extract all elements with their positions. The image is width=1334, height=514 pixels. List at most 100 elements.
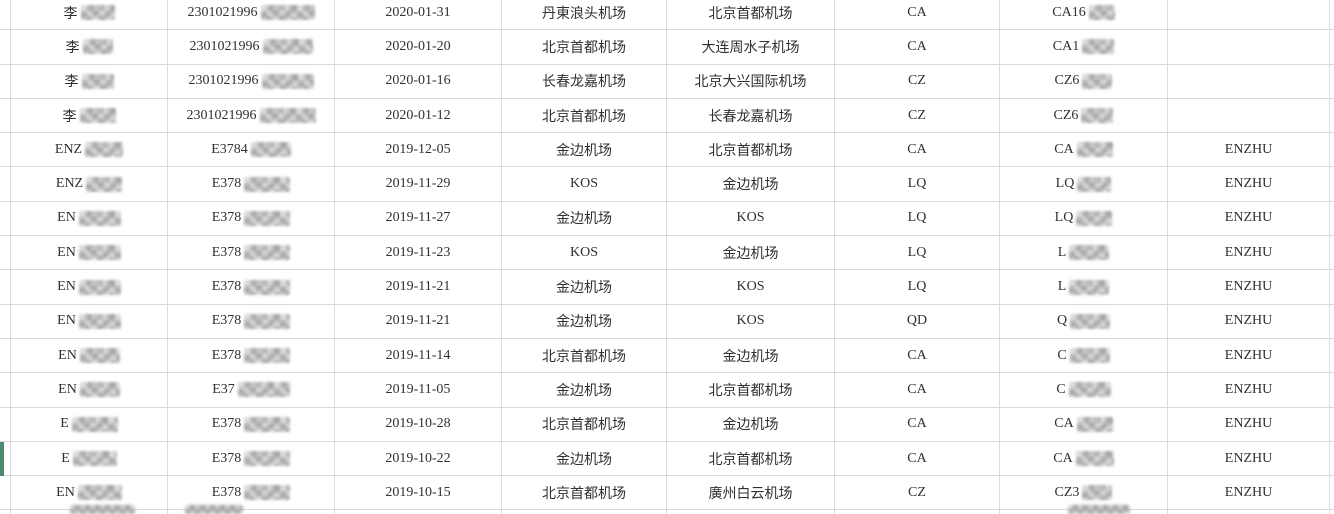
cell-arrival-airport[interactable]: 大连周水子机场 xyxy=(667,30,835,64)
cell-departure-airport[interactable]: 金边机场 xyxy=(502,373,667,407)
cell-carrier-code[interactable]: CA xyxy=(835,30,1000,64)
cell-departure-airport[interactable] xyxy=(502,510,667,514)
cell-passenger-name[interactable]: EN xyxy=(10,338,168,373)
cell-passenger-tag[interactable] xyxy=(1168,0,1330,30)
cell-document-id[interactable]: E378 xyxy=(168,304,335,338)
cell-passenger-tag[interactable]: ENZHU xyxy=(1168,270,1330,304)
cell-flight-date[interactable]: 2019-10-22 xyxy=(335,441,502,476)
cell-passenger-tag[interactable]: ENZHU xyxy=(1168,304,1330,338)
cell-carrier-code[interactable]: QD xyxy=(835,304,1000,338)
cell-carrier-code[interactable]: LQ xyxy=(835,270,1000,304)
cell-passenger-tag[interactable]: ENZHU xyxy=(1168,167,1330,201)
cell-departure-airport[interactable]: 金边机场 xyxy=(502,133,667,167)
cell-flight-date[interactable]: 2019-11-23 xyxy=(335,236,502,270)
cell-arrival-airport[interactable]: 北京首都机场 xyxy=(667,0,835,30)
cell-departure-airport[interactable]: 金边机场 xyxy=(502,270,667,304)
cell-passenger-name[interactable]: ENZ xyxy=(10,167,168,201)
cell-departure-airport[interactable]: KOS xyxy=(502,236,667,270)
cell-flight-number[interactable]: CA1 xyxy=(1000,30,1168,64)
cell-arrival-airport[interactable]: KOS xyxy=(667,270,835,304)
cell-document-id[interactable]: 2301021996 xyxy=(168,30,335,64)
cell-arrival-airport[interactable]: 北京首都机场 xyxy=(667,133,835,167)
cell-document-id[interactable]: E378 xyxy=(168,201,335,236)
cell-flight-date[interactable]: 2019-11-05 xyxy=(335,373,502,407)
cell-carrier-code[interactable]: CZ xyxy=(835,98,1000,133)
cell-arrival-airport[interactable]: 金边机场 xyxy=(667,167,835,201)
cell-departure-airport[interactable]: KOS xyxy=(502,167,667,201)
cell-passenger-name[interactable]: 李 xyxy=(10,0,168,30)
cell-departure-airport[interactable]: 北京首都机场 xyxy=(502,98,667,133)
cell-passenger-tag[interactable]: ENZHU xyxy=(1168,373,1330,407)
cell-departure-airport[interactable]: 北京首都机场 xyxy=(502,338,667,373)
cell-passenger-name[interactable]: ENZ xyxy=(10,133,168,167)
cell-passenger-tag[interactable]: ENZHU xyxy=(1168,133,1330,167)
cell-carrier-code[interactable]: CZ xyxy=(835,64,1000,98)
cell-flight-number[interactable]: Q xyxy=(1000,304,1168,338)
cell-arrival-airport[interactable]: 金边机场 xyxy=(667,338,835,373)
cell-arrival-airport[interactable]: 金边机场 xyxy=(667,407,835,441)
cell-arrival-airport[interactable]: 金边机场 xyxy=(667,236,835,270)
cell-flight-date[interactable]: 2019-11-21 xyxy=(335,304,502,338)
cell-departure-airport[interactable]: 北京首都机场 xyxy=(502,476,667,510)
cell-departure-airport[interactable]: 金边机场 xyxy=(502,441,667,476)
cell-flight-date[interactable]: 2019-10-15 xyxy=(335,476,502,510)
cell-departure-airport[interactable]: 长春龙嘉机场 xyxy=(502,64,667,98)
cell-carrier-code[interactable]: LQ xyxy=(835,236,1000,270)
cell-arrival-airport[interactable]: 北京大兴国际机场 xyxy=(667,64,835,98)
cell-flight-number[interactable]: CZ6 xyxy=(1000,64,1168,98)
cell-passenger-name[interactable]: EN xyxy=(10,270,168,304)
cell-passenger-tag[interactable] xyxy=(1168,30,1330,64)
cell-carrier-code[interactable]: CA xyxy=(835,373,1000,407)
cell-flight-number[interactable]: CZ6 xyxy=(1000,98,1168,133)
cell-passenger-name[interactable] xyxy=(10,510,168,514)
cell-arrival-airport[interactable]: 北京首都机场 xyxy=(667,373,835,407)
cell-passenger-name[interactable]: EN xyxy=(10,201,168,236)
cell-flight-date[interactable] xyxy=(335,510,502,514)
cell-passenger-name[interactable]: EN xyxy=(10,236,168,270)
cell-flight-number[interactable]: CA16 xyxy=(1000,0,1168,30)
cell-passenger-name[interactable]: EN xyxy=(10,476,168,510)
cell-flight-date[interactable]: 2019-11-21 xyxy=(335,270,502,304)
cell-document-id[interactable]: E378 xyxy=(168,407,335,441)
cell-flight-number[interactable]: CA xyxy=(1000,133,1168,167)
cell-flight-date[interactable]: 2019-12-05 xyxy=(335,133,502,167)
cell-passenger-tag[interactable]: ENZHU xyxy=(1168,407,1330,441)
cell-flight-date[interactable]: 2019-10-28 xyxy=(335,407,502,441)
cell-document-id[interactable]: 2301021996 xyxy=(168,64,335,98)
cell-carrier-code[interactable]: CA xyxy=(835,441,1000,476)
cell-document-id[interactable]: E378 xyxy=(168,441,335,476)
cell-departure-airport[interactable]: 北京首都机场 xyxy=(502,407,667,441)
cell-departure-airport[interactable]: 丹東浪头机场 xyxy=(502,0,667,30)
cell-flight-number[interactable]: C xyxy=(1000,373,1168,407)
cell-passenger-name[interactable]: 李 xyxy=(10,64,168,98)
cell-flight-date[interactable]: 2020-01-12 xyxy=(335,98,502,133)
cell-document-id[interactable]: 2301021996 xyxy=(168,98,335,133)
cell-carrier-code[interactable]: LQ xyxy=(835,201,1000,236)
cell-flight-number[interactable]: L xyxy=(1000,270,1168,304)
cell-flight-date[interactable]: 2020-01-20 xyxy=(335,30,502,64)
cell-flight-number[interactable]: L xyxy=(1000,236,1168,270)
cell-carrier-code[interactable]: LQ xyxy=(835,167,1000,201)
cell-document-id[interactable]: E3784 xyxy=(168,133,335,167)
cell-departure-airport[interactable]: 金边机场 xyxy=(502,304,667,338)
cell-arrival-airport[interactable]: 长春龙嘉机场 xyxy=(667,98,835,133)
cell-passenger-tag[interactable] xyxy=(1168,64,1330,98)
cell-passenger-tag[interactable]: ENZHU xyxy=(1168,476,1330,510)
cell-carrier-code[interactable] xyxy=(835,510,1000,514)
cell-carrier-code[interactable]: CA xyxy=(835,338,1000,373)
cell-flight-date[interactable]: 2020-01-31 xyxy=(335,0,502,30)
cell-document-id[interactable]: E378 xyxy=(168,476,335,510)
cell-flight-number[interactable]: CA xyxy=(1000,407,1168,441)
cell-passenger-tag[interactable]: ENZHU xyxy=(1168,338,1330,373)
cell-flight-number[interactable]: LQ xyxy=(1000,167,1168,201)
cell-document-id[interactable]: E378 xyxy=(168,270,335,304)
cell-flight-number[interactable]: C xyxy=(1000,338,1168,373)
cell-carrier-code[interactable]: CZ xyxy=(835,476,1000,510)
cell-passenger-name[interactable]: EN xyxy=(10,373,168,407)
cell-departure-airport[interactable]: 金边机场 xyxy=(502,201,667,236)
cell-document-id[interactable]: E378 xyxy=(168,167,335,201)
cell-document-id[interactable]: E378 xyxy=(168,338,335,373)
cell-flight-number[interactable] xyxy=(1000,510,1168,514)
cell-document-id[interactable]: E378 xyxy=(168,236,335,270)
cell-passenger-name[interactable]: EN xyxy=(10,304,168,338)
